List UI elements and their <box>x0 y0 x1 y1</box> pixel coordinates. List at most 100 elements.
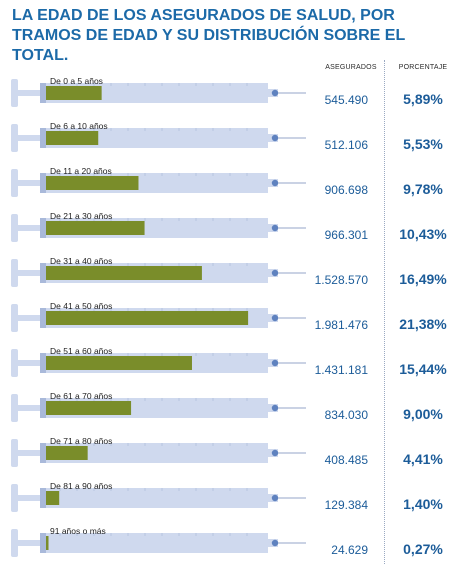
chart-row: De 71 a 80 años 408.485 4,41% <box>0 430 462 475</box>
percent-label: 5,89% <box>403 91 443 107</box>
syringe-plunger-handle <box>11 439 18 467</box>
syringe-graphic <box>11 349 306 377</box>
syringe-barrel <box>40 443 268 463</box>
syringe-tip <box>271 494 279 502</box>
syringe-plunger-handle <box>11 484 18 512</box>
insured-count-label: 24.629 <box>331 543 368 557</box>
syringe-barrel-flange <box>40 263 46 283</box>
percent-label: 9,78% <box>403 181 443 197</box>
syringe-graphic <box>11 79 306 107</box>
syringe-plunger-handle <box>11 259 18 287</box>
syringe-graphic <box>11 439 306 467</box>
syringe-plunger-handle <box>11 529 18 557</box>
category-label: De 11 a 20 años <box>50 166 112 176</box>
syringe-graphic <box>11 169 306 197</box>
syringe-tip <box>271 404 279 412</box>
syringe-plunger-handle <box>11 169 18 197</box>
syringe-barrel-flange <box>40 128 46 148</box>
insured-count-label: 906.698 <box>324 183 368 197</box>
chart-title: LA EDAD DE LOS ASEGURADOS DE SALUD, POR … <box>12 7 405 64</box>
syringe-tip <box>271 314 279 322</box>
chart-row: De 51 a 60 años 1.431.181 15,44% <box>0 340 462 385</box>
chart-row: 91 años o más 24.629 0,27% <box>0 520 462 565</box>
chart-row: De 0 a 5 años 545.490 5,89% <box>0 70 462 115</box>
insured-count-label: 1.431.181 <box>314 363 368 377</box>
data-bar <box>46 491 60 505</box>
chart-row: De 41 a 50 años 1.981.476 21,38% <box>0 295 462 340</box>
category-label: De 6 a 10 años <box>50 121 108 131</box>
percent-label: 21,38% <box>399 316 447 332</box>
syringe-graphic <box>11 529 306 557</box>
data-bar <box>46 446 88 460</box>
percent-label: 15,44% <box>399 361 447 377</box>
insured-count-label: 1.981.476 <box>314 318 368 332</box>
chart-row: De 61 a 70 años 834.030 9,00% <box>0 385 462 430</box>
data-bar <box>46 266 202 280</box>
category-label: De 51 a 60 años <box>50 346 113 356</box>
chart-row: De 21 a 30 años 966.301 10,43% <box>0 205 462 250</box>
syringe-plunger-rod <box>18 540 40 546</box>
syringe-barrel-flange <box>40 398 46 418</box>
syringe-plunger-handle <box>11 349 18 377</box>
chart-row: De 31 a 40 años 1.528.570 16,49% <box>0 250 462 295</box>
syringe-barrel-flange <box>40 308 46 328</box>
syringe-plunger-rod <box>18 360 40 366</box>
syringe-tip <box>271 269 279 277</box>
syringe-tip <box>271 224 279 232</box>
syringe-barrel-flange <box>40 83 46 103</box>
syringe-barrel-flange <box>40 173 46 193</box>
category-label: De 0 a 5 años <box>50 76 103 86</box>
insured-count-label: 834.030 <box>324 408 368 422</box>
percent-label: 10,43% <box>399 226 447 242</box>
syringe-plunger-rod <box>18 90 40 96</box>
syringe-barrel <box>40 488 268 508</box>
syringe-barrel <box>40 533 268 553</box>
syringe-tip <box>271 89 279 97</box>
syringe-graphic <box>11 304 306 332</box>
percent-label: 4,41% <box>403 451 443 467</box>
chart-row: De 6 a 10 años 512.106 5,53% <box>0 115 462 160</box>
insured-count-label: 545.490 <box>324 93 368 107</box>
syringe-plunger-rod <box>18 405 40 411</box>
syringe-barrel-flange <box>40 488 46 508</box>
data-bar <box>46 221 145 235</box>
syringe-plunger-rod <box>18 270 40 276</box>
syringe-barrel-flange <box>40 443 46 463</box>
chart-row: De 81 a 90 años 129.384 1,40% <box>0 475 462 520</box>
syringe-graphic <box>11 484 306 512</box>
chart-row: De 11 a 20 años 906.698 9,78% <box>0 160 462 205</box>
insured-count-label: 512.106 <box>324 138 368 152</box>
syringe-tip <box>271 449 279 457</box>
syringe-barrel-flange <box>40 353 46 373</box>
category-label: De 81 a 90 años <box>50 481 113 491</box>
category-label: De 61 a 70 años <box>50 391 113 401</box>
syringe-plunger-handle <box>11 304 18 332</box>
data-bar <box>46 176 139 190</box>
syringe-barrel-flange <box>40 533 46 553</box>
syringe-plunger-rod <box>18 315 40 321</box>
syringe-tip <box>271 359 279 367</box>
syringe-plunger-handle <box>11 79 18 107</box>
data-bar <box>46 311 249 325</box>
column-header-insured: ASEGURADOS <box>325 64 377 71</box>
category-label: De 71 a 80 años <box>50 436 113 446</box>
syringe-plunger-rod <box>18 225 40 231</box>
syringe-graphic <box>11 214 306 242</box>
category-label: De 41 a 50 años <box>50 301 113 311</box>
percent-label: 0,27% <box>403 541 443 557</box>
percent-label: 1,40% <box>403 496 443 512</box>
category-label: 91 años o más <box>50 526 106 536</box>
syringe-graphic <box>11 259 306 287</box>
insured-count-label: 966.301 <box>324 228 368 242</box>
insured-count-label: 408.485 <box>324 453 368 467</box>
syringe-plunger-handle <box>11 394 18 422</box>
syringe-plunger-handle <box>11 124 18 152</box>
syringe-plunger-rod <box>18 135 40 141</box>
data-bar <box>46 401 132 415</box>
data-bar <box>46 356 192 370</box>
data-bar <box>46 86 102 100</box>
syringe-plunger-handle <box>11 214 18 242</box>
data-bar <box>46 131 99 145</box>
syringe-barrel-flange <box>40 218 46 238</box>
insured-count-label: 129.384 <box>324 498 368 512</box>
